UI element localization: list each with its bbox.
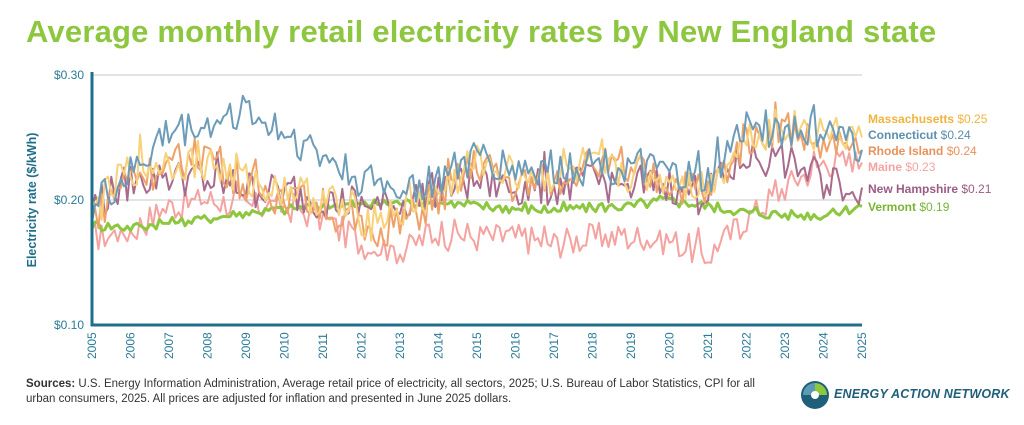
x-tick-label-2005: 2005 — [85, 332, 99, 359]
end-label-massachusetts: Massachusetts $0.25 — [868, 112, 988, 126]
x-tick-label-2023: 2023 — [778, 332, 792, 359]
x-tick-label-2018: 2018 — [586, 332, 600, 359]
end-label-name: Massachusetts — [868, 112, 957, 126]
y-tick-label-2: $0.30 — [54, 68, 84, 82]
end-label-connecticut: Connecticut $0.24 — [868, 128, 971, 142]
x-tick-label-2006: 2006 — [124, 332, 138, 359]
x-tick-label-2013: 2013 — [393, 332, 407, 359]
end-label-vermont: Vermont $0.19 — [868, 200, 950, 214]
x-tick-label-2020: 2020 — [663, 332, 677, 359]
x-tick-label-2009: 2009 — [239, 332, 253, 359]
series-line-new-hampshire — [91, 141, 863, 220]
series-line-connecticut — [91, 94, 863, 223]
axes — [90, 72, 862, 327]
sources-label: Sources: — [26, 378, 76, 390]
end-label-value: $0.23 — [905, 160, 935, 174]
series-line-vermont — [90, 194, 863, 233]
y-tick-label-0: $0.10 — [54, 318, 84, 332]
logo-mark-icon — [801, 381, 829, 409]
x-tick-label-2017: 2017 — [547, 332, 561, 359]
x-tick-label-2007: 2007 — [162, 332, 176, 359]
end-label-name: Maine — [868, 160, 905, 174]
sources-note: Sources: U.S. Energy Information Adminis… — [26, 377, 786, 407]
series-layer — [90, 94, 863, 265]
y-tick-label-1: $0.20 — [54, 193, 84, 207]
x-tick-label-2022: 2022 — [740, 332, 754, 359]
series-line-massachusetts — [91, 108, 863, 242]
series-line-rhode-island — [91, 101, 863, 248]
end-label-value: $0.19 — [919, 200, 949, 214]
logo-text: ENERGY ACTION NETWORK — [834, 387, 1010, 401]
chart-title: Average monthly retail electricity rates… — [26, 14, 937, 49]
end-label-rhode-island: Rhode Island $0.24 — [868, 144, 977, 158]
energy-action-network-logo: ENERGY ACTION NETWORK — [800, 377, 1010, 413]
x-tick-label-2010: 2010 — [278, 332, 292, 359]
end-label-value: $0.25 — [957, 112, 987, 126]
end-label-value: $0.21 — [961, 182, 991, 196]
x-tick-label-2016: 2016 — [509, 332, 523, 359]
x-tick-label-2008: 2008 — [201, 332, 215, 359]
end-label-new-hampshire: New Hampshire $0.21 — [868, 182, 992, 196]
x-tick-label-2012: 2012 — [355, 332, 369, 359]
end-label-maine: Maine $0.23 — [868, 160, 936, 174]
x-tick-label-2024: 2024 — [817, 332, 831, 359]
x-tick-label-2021: 2021 — [701, 332, 715, 359]
line-chart: $0.10 $0.20 $0.30 2005 2006 2007 2008 2009 2010 2… — [25, 68, 992, 359]
y-axis-label: Electricity rate ($/kWh) — [25, 133, 39, 268]
tick-labels: $0.10 $0.20 $0.30 2005 2006 2007 2008 2009 2010 2… — [54, 68, 869, 359]
end-label-value: $0.24 — [947, 144, 977, 158]
x-tick-label-2014: 2014 — [432, 332, 446, 359]
end-label-name: Rhode Island — [868, 144, 947, 158]
end-label-name: Vermont — [868, 200, 919, 214]
end-label-value: $0.24 — [941, 128, 971, 142]
end-label-name: New Hampshire — [868, 182, 961, 196]
x-tick-label-2025: 2025 — [855, 332, 869, 359]
x-tick-label-2011: 2011 — [316, 333, 330, 359]
series-line-maine — [91, 150, 863, 265]
x-tick-label-2019: 2019 — [624, 332, 638, 359]
end-label-name: Connecticut — [868, 128, 941, 142]
sources-text: U.S. Energy Information Administration, … — [26, 378, 755, 405]
x-tick-label-2015: 2015 — [470, 332, 484, 359]
